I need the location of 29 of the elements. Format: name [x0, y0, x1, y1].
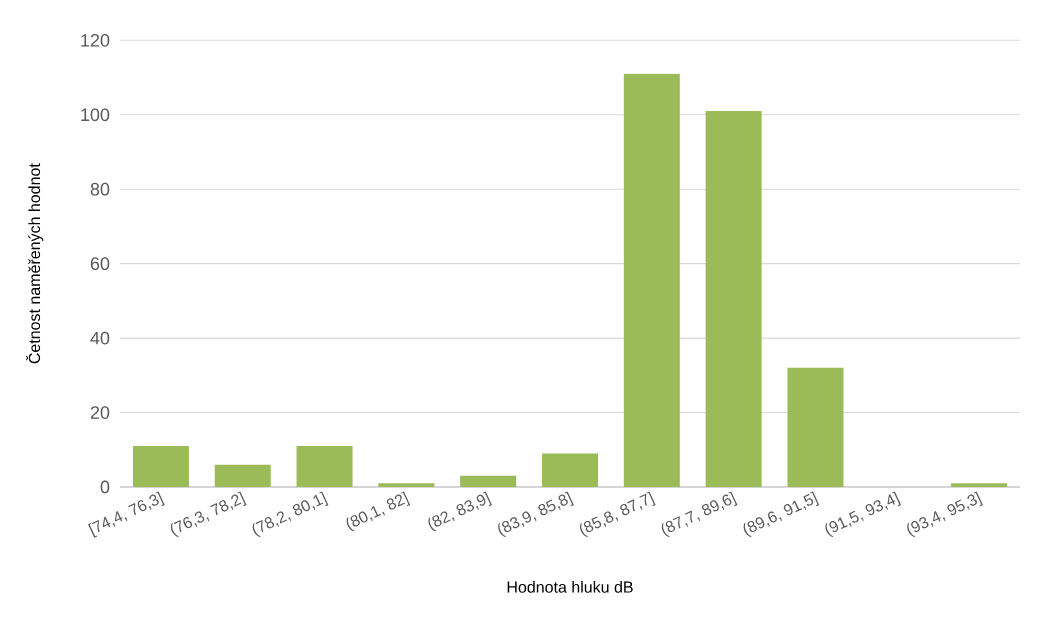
y-tick-label: 0	[100, 480, 110, 494]
y-tick-label: 40	[90, 331, 110, 345]
x-tick-label: (91,5, 93,4]	[825, 491, 902, 537]
y-tick-label: 20	[90, 406, 110, 419]
y-tick-label: 80	[90, 182, 110, 196]
x-tick-label: (89,6, 91,5]	[743, 491, 820, 537]
bar	[132, 446, 189, 487]
x-tick-label: (85,8, 87,7]	[580, 491, 656, 537]
x-tick-label: (82, 83,9]	[428, 491, 493, 532]
bar	[460, 475, 517, 487]
bar	[378, 483, 435, 487]
x-tick-label: (87,7, 89,6]	[661, 491, 738, 537]
y-axis-title: Četnost naměřených hodnot	[25, 163, 44, 364]
bar	[705, 111, 762, 487]
x-tick-label: (80,1, 82]	[346, 491, 411, 532]
x-tick-label: (93,4, 95,3]	[907, 491, 983, 537]
bar	[296, 446, 353, 487]
bar	[542, 453, 599, 487]
x-axis-title: Hodnota hluku dB	[507, 581, 633, 593]
y-tick-label: 100	[81, 108, 110, 122]
bar	[623, 73, 680, 487]
bar	[951, 483, 1008, 487]
x-tick-label: (83,9, 85,8]	[498, 491, 574, 537]
x-tick-label: (78,2, 80,1]	[252, 491, 329, 537]
bar	[214, 464, 271, 487]
y-tick-label: 120	[81, 33, 110, 47]
bar	[787, 367, 844, 487]
y-tick-label: 60	[90, 257, 110, 271]
x-tick-label: (76,3, 78,2]	[170, 491, 247, 537]
